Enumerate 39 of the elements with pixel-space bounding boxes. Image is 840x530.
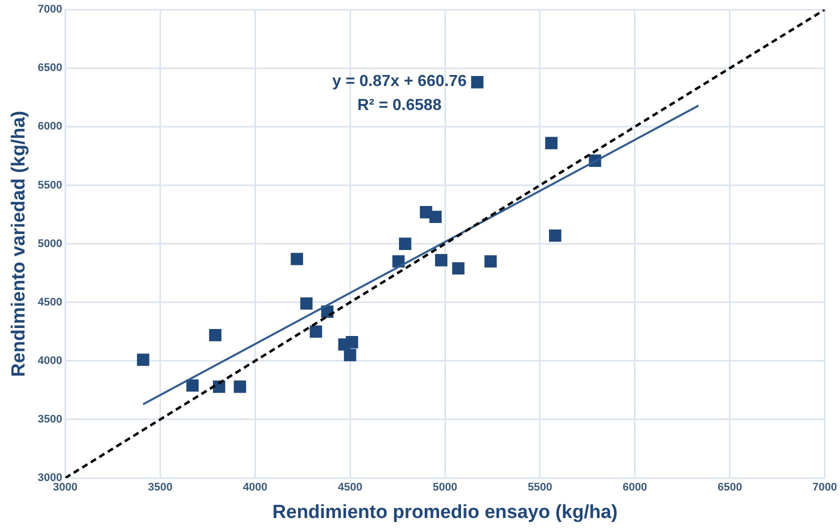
y-tick-label: 3500 xyxy=(38,413,62,426)
point xyxy=(484,255,497,268)
annotation: y = 0.87x + 660.76 xyxy=(332,73,467,90)
x-tick-label: 5000 xyxy=(432,482,458,494)
x-axis-title: Rendimiento promedio ensayo (kg/ha) xyxy=(272,502,618,523)
y-tick-label: 3000 xyxy=(38,472,62,484)
point xyxy=(398,238,412,250)
point xyxy=(300,297,313,310)
annotation: R² = 0.6588 xyxy=(357,97,442,114)
y-tick-label: 5000 xyxy=(38,238,62,250)
y-tick-label: 6000 xyxy=(38,120,62,133)
point xyxy=(344,348,356,362)
point xyxy=(471,76,484,88)
x-tick-label: 6000 xyxy=(622,482,648,494)
point xyxy=(310,325,322,338)
x-tick-label: 3500 xyxy=(148,482,172,494)
x-tick-label: 3000 xyxy=(53,482,78,494)
y-tick-label: 4000 xyxy=(38,354,62,367)
y-tick-label: 4500 xyxy=(38,296,62,308)
point xyxy=(545,136,558,150)
point xyxy=(548,229,562,242)
point xyxy=(209,328,222,342)
x-tick-label: 4000 xyxy=(242,482,268,494)
point xyxy=(186,379,199,392)
point xyxy=(136,354,150,366)
point xyxy=(429,210,442,224)
y-axis-title: Rendimiento variedad (kg/ha) xyxy=(8,110,30,377)
point xyxy=(346,336,358,348)
point xyxy=(435,254,448,266)
x-tick-label: 5500 xyxy=(528,482,552,494)
x-tick-label: 4500 xyxy=(338,482,362,494)
point xyxy=(290,252,304,266)
point xyxy=(452,262,464,275)
y-tick-label: 5500 xyxy=(38,179,62,192)
y-tick-label: 6500 xyxy=(38,62,62,74)
point xyxy=(234,380,246,393)
x-tick-label: 6500 xyxy=(718,482,742,494)
x-tick-label: 7000 xyxy=(812,482,838,494)
y-tick-label: 7000 xyxy=(38,4,62,16)
